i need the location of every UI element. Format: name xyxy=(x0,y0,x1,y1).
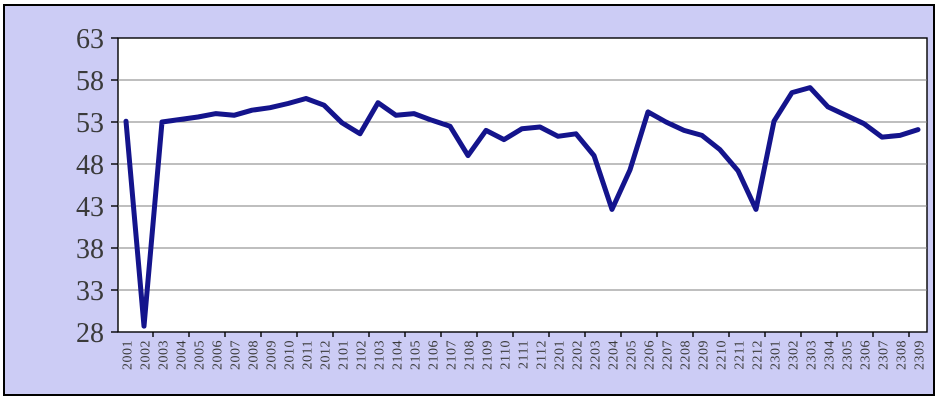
x-axis-label: 2110 xyxy=(499,340,514,369)
x-axis-label: 2006 xyxy=(211,340,226,370)
x-axis-label: 2212 xyxy=(751,340,766,370)
y-axis-label: 28 xyxy=(76,318,104,349)
x-axis-label: 2306 xyxy=(859,340,874,370)
x-axis-label: 2201 xyxy=(553,340,568,370)
chart-background-frame: 28 33 38 43 48 53 58 63 2001 2002 2003 2004 2005 2006… xyxy=(3,4,935,396)
x-axis-label: 2009 xyxy=(265,340,280,370)
x-axis-label: 2102 xyxy=(355,340,370,370)
x-axis-label: 2107 xyxy=(445,340,460,370)
x-axis-label: 2005 xyxy=(193,340,208,370)
x-axis-label: 2101 xyxy=(337,340,352,370)
y-axis-label: 38 xyxy=(76,234,104,265)
x-axis-label: 2108 xyxy=(463,340,478,370)
x-axis-label: 2207 xyxy=(661,340,676,370)
x-axis-label: 2308 xyxy=(895,340,910,370)
y-axis-label: 58 xyxy=(76,66,104,97)
x-axis-label: 2109 xyxy=(481,340,496,370)
x-axis-label: 2002 xyxy=(139,340,154,370)
y-axis-label: 43 xyxy=(76,192,104,223)
y-axis-label: 53 xyxy=(76,108,104,139)
x-axis-label: 2104 xyxy=(391,340,406,370)
x-axis-label: 2305 xyxy=(841,340,856,370)
x-axis-label: 2202 xyxy=(571,340,586,370)
x-axis-label: 2209 xyxy=(697,340,712,370)
x-axis-label: 2010 xyxy=(283,340,298,370)
x-axis-label: 2208 xyxy=(679,340,694,370)
y-axis-label: 63 xyxy=(76,24,104,55)
x-axis-label: 2001 xyxy=(121,340,136,370)
x-axis-label: 2211 xyxy=(733,340,748,369)
x-axis-label: 2210 xyxy=(715,340,730,370)
x-axis-label: 2106 xyxy=(427,340,442,370)
x-axis-label: 2301 xyxy=(769,340,784,370)
x-axis-label: 2103 xyxy=(373,340,388,370)
x-axis-label: 2112 xyxy=(535,340,550,369)
x-axis-label: 2105 xyxy=(409,340,424,370)
y-axis-label: 48 xyxy=(76,150,104,181)
y-axis-label: 33 xyxy=(76,276,104,307)
x-axis-label: 2003 xyxy=(157,340,172,370)
x-axis-label: 2007 xyxy=(229,340,244,370)
x-axis-label: 2203 xyxy=(589,340,604,370)
x-axis-label: 2204 xyxy=(607,340,622,370)
x-axis-label: 2304 xyxy=(823,340,838,370)
x-axis-label: 2307 xyxy=(877,340,892,370)
x-axis-label: 2004 xyxy=(175,340,190,370)
data-series-line xyxy=(123,85,921,329)
x-axis-label: 2206 xyxy=(643,340,658,370)
plot-area xyxy=(117,37,928,333)
x-axis-label: 2303 xyxy=(805,340,820,370)
x-axis-label: 2012 xyxy=(319,340,334,370)
line-chart: 28 33 38 43 48 53 58 63 2001 2002 2003 2004 2005 2006… xyxy=(76,24,928,370)
x-axis-label: 2302 xyxy=(787,340,802,370)
x-axis-label: 2309 xyxy=(913,340,928,370)
x-axis-label: 2011 xyxy=(301,340,316,369)
x-axis-label: 2111 xyxy=(517,340,532,369)
x-axis-label: 2205 xyxy=(625,340,640,370)
x-axis-label: 2008 xyxy=(247,340,262,370)
